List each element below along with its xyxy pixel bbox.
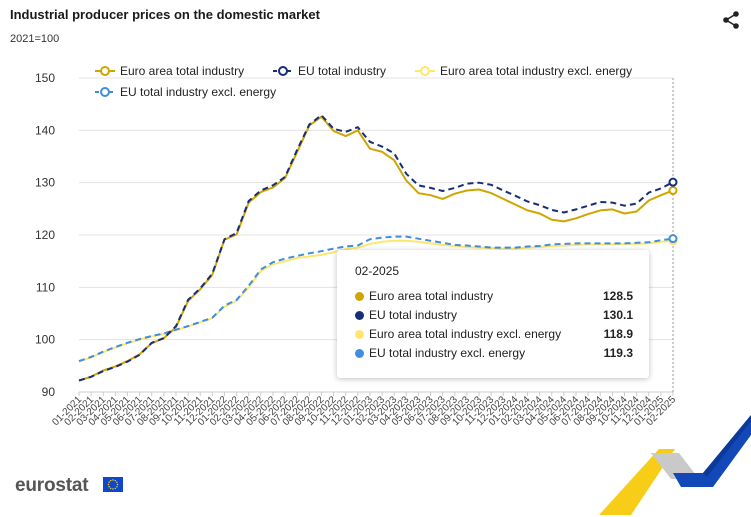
chart-subtitle: 2021=100 xyxy=(10,33,60,45)
legend-label: Euro area total industry excl. energy xyxy=(440,64,632,78)
legend-swatch-marker xyxy=(100,66,110,76)
tooltip-date: 02-2025 xyxy=(355,264,400,278)
legend-label: EU total industry excl. energy xyxy=(120,85,276,99)
series-lines xyxy=(78,114,674,382)
series-markers xyxy=(668,177,678,246)
tooltip-dot xyxy=(355,292,364,301)
eu-flag-icon xyxy=(103,477,123,492)
tooltip-series-name: EU total industry xyxy=(369,308,458,322)
y-tick-label: 110 xyxy=(36,280,55,294)
tooltip-dot xyxy=(355,349,364,358)
tooltip-series-value: 130.1 xyxy=(602,308,633,322)
eurostat-logo: eurostat xyxy=(15,475,89,496)
legend-item: Euro area total industry excl. energy xyxy=(415,64,632,78)
series-end-marker xyxy=(668,234,678,244)
y-tick-label: 100 xyxy=(35,333,55,347)
tooltip-series-name: EU total industry excl. energy xyxy=(369,346,526,360)
y-tick-label: 120 xyxy=(35,228,55,242)
tooltip-series-name: Euro area total industry xyxy=(369,289,494,303)
series-line xyxy=(78,115,674,382)
tooltip-series-value: 128.5 xyxy=(602,289,633,303)
tooltip-series-value: 119.3 xyxy=(603,346,633,360)
y-tick-label: 130 xyxy=(35,176,55,190)
tooltip-dot xyxy=(355,311,364,320)
legend-swatch-marker xyxy=(420,66,430,76)
y-tick-label: 140 xyxy=(35,123,55,137)
x-axis: 01-202102-202103-202104-202105-202106-20… xyxy=(50,391,678,428)
series-end-marker xyxy=(668,177,678,187)
y-tick-label: 90 xyxy=(42,385,56,399)
tooltip-series-value: 118.9 xyxy=(603,327,633,341)
legend-swatch-marker xyxy=(278,66,288,76)
legend-item: EU total industry xyxy=(273,64,386,78)
y-tick-label: 150 xyxy=(35,71,55,85)
tooltip-series-name: Euro area total industry excl. energy xyxy=(369,327,562,341)
legend-label: EU total industry xyxy=(298,64,386,78)
share-icon[interactable] xyxy=(721,10,741,30)
tooltip: 02-2025 Euro area total industry 128.5 E… xyxy=(337,250,649,378)
series-line xyxy=(78,114,674,382)
tooltip-dot xyxy=(355,330,364,339)
tooltip-row: EU total industry 130.1 xyxy=(355,308,635,324)
legend-item: Euro area total industry xyxy=(95,64,244,78)
legend-swatch-marker xyxy=(100,87,110,97)
series-end-marker xyxy=(668,186,678,196)
legend-item: EU total industry excl. energy xyxy=(95,85,276,99)
legend: Euro area total industry EU total industr… xyxy=(95,64,632,99)
tooltip-row: Euro area total industry excl. energy 11… xyxy=(355,327,635,343)
decorative-brand-shape xyxy=(599,415,751,515)
tooltip-row: EU total industry excl. energy 119.3 xyxy=(355,346,635,362)
legend-label: Euro area total industry xyxy=(120,64,244,78)
y-axis: 90 100 110 120 130 140 150 xyxy=(35,71,55,399)
series-line xyxy=(78,235,674,363)
chart-title: Industrial producer prices on the domest… xyxy=(10,7,320,22)
tooltip-row: Euro area total industry 128.5 xyxy=(355,289,635,305)
